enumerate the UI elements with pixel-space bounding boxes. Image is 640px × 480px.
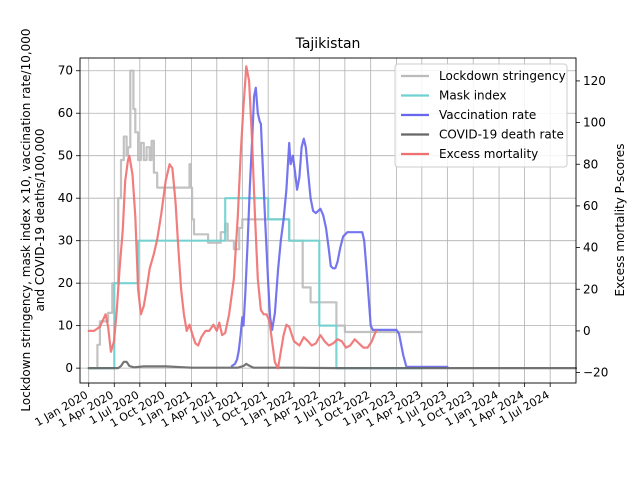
y-left-tick-label: 50 xyxy=(58,149,73,163)
y-right-tick-label: 100 xyxy=(583,116,606,130)
series-lockdown-stringency-line xyxy=(87,69,423,370)
legend-label: COVID-19 death rate xyxy=(439,128,564,142)
chart-title: Tajikistan xyxy=(295,36,361,52)
y-axis-left-label-line: Lockdown stringency, mask index ×10, vac… xyxy=(19,28,33,411)
y-axis-right-label: Excess mortality P-scores xyxy=(613,144,627,297)
y-left-tick-label: 0 xyxy=(65,361,73,375)
y-right-tick-label: 40 xyxy=(583,241,598,255)
series-mask-index-line xyxy=(87,197,423,370)
y-left-tick-label: 70 xyxy=(58,64,73,78)
legend-label: Vaccination rate xyxy=(439,108,536,122)
legend: Lockdown stringency Mask index Vaccination… xyxy=(394,63,568,168)
series-vaccination-rate-line xyxy=(230,86,449,368)
y-axis-left-label-line: and COVID-19 deaths/100,000 xyxy=(33,129,47,312)
y-left-tick-label: 60 xyxy=(58,106,73,120)
y-right-tick-label: −20 xyxy=(583,366,608,380)
y-left-tick-label: 20 xyxy=(58,276,73,290)
y-left-tick-label: 10 xyxy=(58,319,73,333)
y-right-tick-label: 20 xyxy=(583,282,598,296)
y-left-tick-label: 40 xyxy=(58,191,73,205)
y-right-tick-label: 60 xyxy=(583,199,598,213)
series-covid-19-death-rate-line xyxy=(87,360,578,370)
series-excess-mortality-line xyxy=(87,65,378,370)
legend-box xyxy=(394,63,568,168)
series-lines xyxy=(87,65,578,370)
legend-label: Mask index xyxy=(439,89,507,103)
y-left-tick-label: 30 xyxy=(58,234,73,248)
legend-label: Excess mortality xyxy=(439,147,538,161)
plot-frame xyxy=(79,57,577,384)
y-right-tick-label: 0 xyxy=(583,324,591,338)
y-axis-left-label: Lockdown stringency, mask index ×10, vac… xyxy=(19,28,47,411)
legend-label: Lockdown stringency xyxy=(439,69,566,83)
y-right-tick-label: 120 xyxy=(583,74,606,88)
y-right-tick-label: 80 xyxy=(583,157,598,171)
